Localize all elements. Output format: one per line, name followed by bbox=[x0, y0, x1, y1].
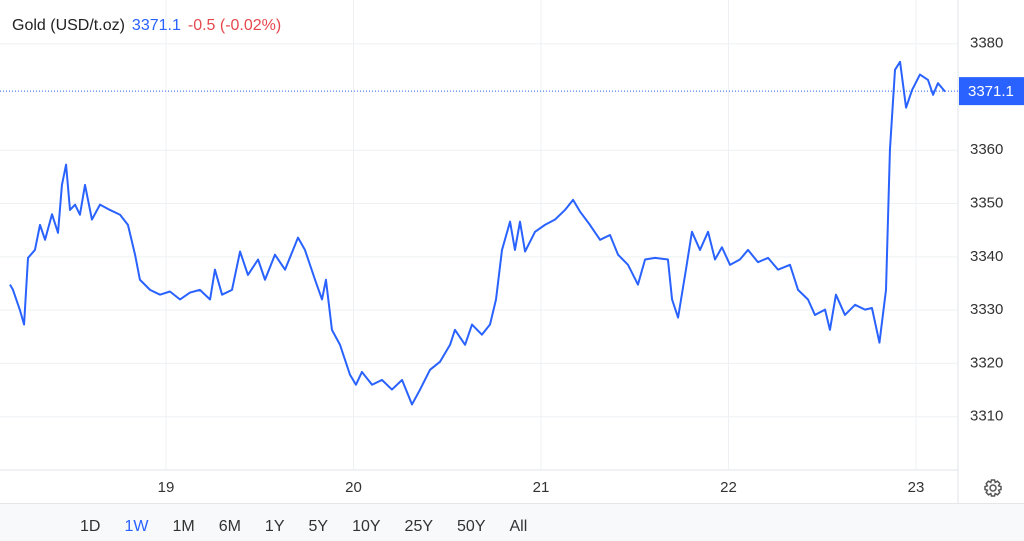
x-tick-label: 21 bbox=[533, 479, 550, 496]
change: -0.5 (-0.02%) bbox=[187, 17, 282, 34]
y-tick-label: 3360 bbox=[970, 141, 1003, 158]
range-button[interactable]: 10Y bbox=[352, 518, 381, 535]
price-tag bbox=[959, 77, 1024, 106]
y-tick-label: 3320 bbox=[970, 354, 1003, 371]
range-button[interactable]: All bbox=[509, 518, 528, 535]
grid bbox=[0, 0, 958, 470]
range-selector: 1D 1W 1M 6M 1Y 5Y 10Y 25Y 50Y All bbox=[80, 518, 527, 536]
header: Gold (USD/t.oz) 3371.1 -0.5 (-0.02%) bbox=[12, 17, 281, 35]
x-tick-label: 20 bbox=[345, 479, 362, 496]
range-button[interactable]: 50Y bbox=[457, 518, 486, 535]
price-tag-label: 3371.1 bbox=[968, 83, 1014, 100]
y-tick-label: 3350 bbox=[970, 195, 1003, 212]
range-button[interactable]: 1D bbox=[80, 518, 101, 535]
y-tick-label: 3380 bbox=[970, 35, 1003, 52]
x-tick-label: 22 bbox=[720, 479, 737, 496]
price: 3371.1 bbox=[131, 17, 181, 34]
range-button[interactable]: 1Y bbox=[264, 518, 285, 535]
x-tick-label: 19 bbox=[158, 479, 175, 496]
range-bar: 1D 1W 1M 6M 1Y 5Y 10Y 25Y 50Y All bbox=[0, 503, 1024, 541]
range-button[interactable]: 25Y bbox=[404, 518, 434, 535]
range-button[interactable]: 5Y bbox=[308, 518, 329, 535]
range-button[interactable]: 1M bbox=[172, 518, 195, 535]
range-button[interactable]: 6M bbox=[218, 518, 241, 535]
range-button[interactable]: 1W bbox=[124, 518, 149, 535]
chart-title: Gold (USD/t.oz) bbox=[12, 17, 125, 34]
y-tick-label: 3340 bbox=[970, 248, 1003, 265]
y-tick-label: 3310 bbox=[970, 408, 1003, 425]
settings-icon[interactable] bbox=[984, 479, 1002, 497]
x-tick-label: 23 bbox=[908, 479, 925, 496]
y-tick-label: 3330 bbox=[970, 301, 1003, 318]
chart: 3310 3320 3330 3340 3350 3360 3380 19 20 21 22 23 33… bbox=[0, 0, 1024, 503]
price-line bbox=[9, 60, 946, 406]
